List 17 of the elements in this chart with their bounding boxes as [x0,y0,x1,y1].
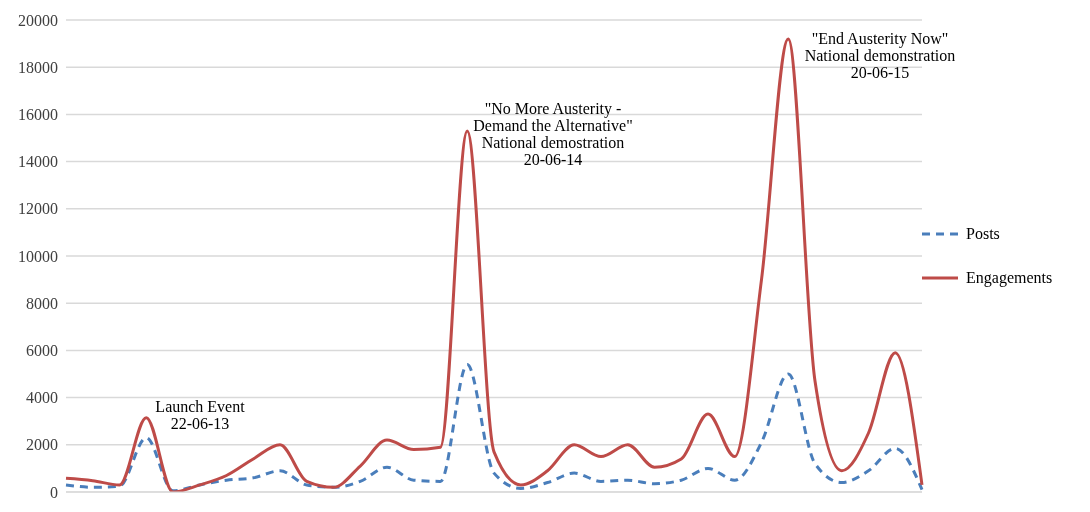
y-tick-label: 4000 [26,389,58,407]
y-tick-label: 12000 [18,200,58,218]
annotation: "No More Austerity - Demand the Alternative" National demostration 20-06-14 [473,100,633,168]
y-tick-label: 18000 [18,58,58,76]
y-tick-label: 6000 [26,342,58,360]
y-tick-label: 14000 [18,153,58,171]
y-tick-label: 0 [50,483,58,501]
y-tick-label: 8000 [26,294,58,312]
y-tick-label: 2000 [26,436,58,454]
y-tick-label: 20000 [18,11,58,29]
legend-label: Posts [966,225,1000,243]
annotation: Launch Event 22-06-13 [155,398,245,432]
line-series [64,363,924,492]
y-tick-label: 16000 [18,106,58,124]
legend-label: Engagements [966,269,1053,287]
annotation: "End Austerity Now" National demonstration 20-06-15 [804,30,956,81]
y-tick-label: 10000 [18,247,58,265]
